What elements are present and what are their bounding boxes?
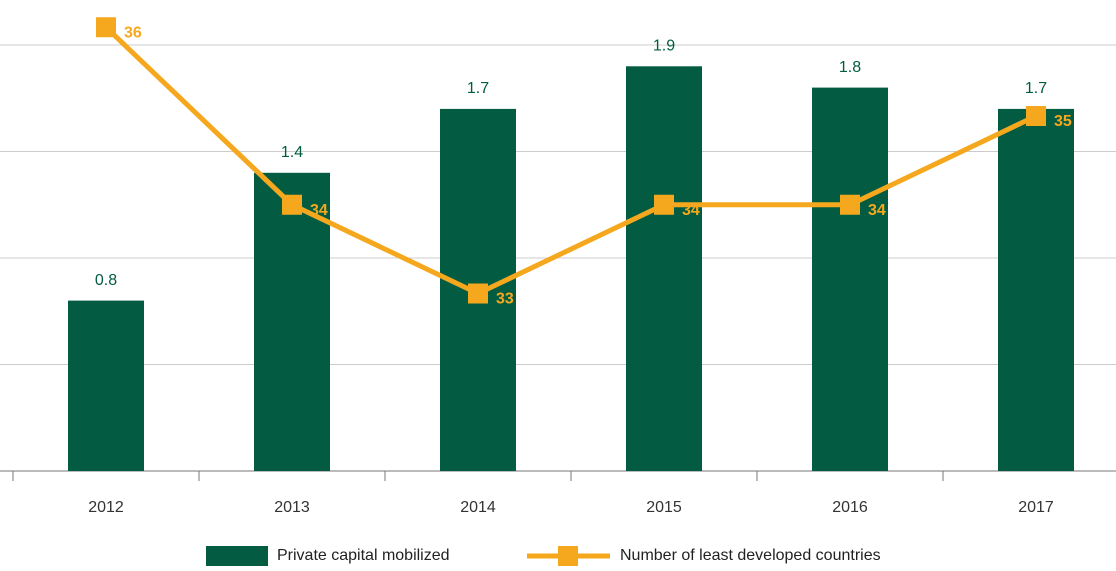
legend-label: Number of least developed countries [620, 547, 881, 564]
line-label: 34 [682, 202, 700, 219]
bar-label: 1.8 [839, 59, 861, 76]
x-tick-label: 2013 [274, 499, 310, 516]
bar-label: 1.4 [281, 144, 303, 161]
line-label: 34 [868, 202, 886, 219]
legend-swatch [206, 546, 268, 566]
bar [998, 108, 1074, 472]
x-tick-label: 2016 [832, 499, 868, 516]
bar [68, 300, 144, 471]
line [104, 25, 1038, 297]
bar [812, 87, 888, 471]
line-marker [468, 283, 488, 304]
line-marker [96, 17, 116, 38]
bar-label: 1.7 [1025, 80, 1047, 97]
x-tick-label: 2012 [88, 499, 124, 516]
x-tick-label: 2017 [1018, 499, 1054, 516]
bar [254, 172, 330, 472]
line-marker [282, 194, 302, 215]
bar-label: 1.9 [653, 38, 675, 55]
line-marker [1026, 106, 1046, 126]
bar-label: 1.7 [467, 80, 489, 97]
legend-label: Private capital mobilized [277, 547, 450, 564]
line-label: 34 [310, 202, 328, 219]
line-marker [654, 194, 674, 215]
legend-swatch [558, 546, 578, 566]
x-tick-label: 2014 [460, 499, 496, 516]
bar-label: 0.8 [95, 272, 117, 289]
line-label: 36 [124, 24, 142, 41]
bar [626, 66, 702, 472]
line-marker [840, 194, 860, 215]
line-label: 35 [1054, 113, 1072, 130]
line-label: 33 [496, 291, 514, 308]
x-tick-label: 2015 [646, 499, 682, 516]
